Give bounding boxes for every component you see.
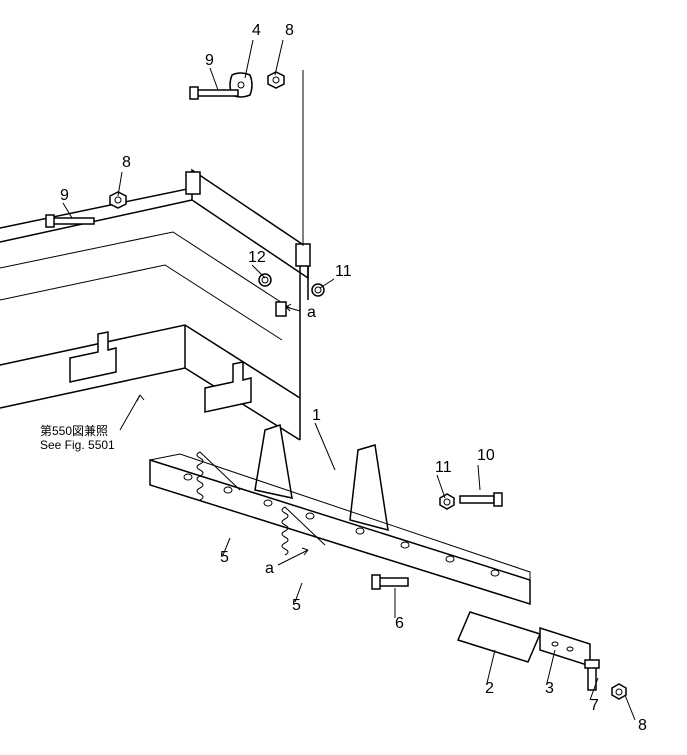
bolt-7-group	[585, 660, 626, 699]
label-9a: 9	[205, 52, 214, 69]
label-12: 12	[248, 249, 266, 266]
label-8c: 8	[638, 717, 647, 734]
cutting-edge	[150, 425, 530, 604]
label-8b: 8	[122, 154, 131, 171]
end-bit-2	[458, 612, 540, 662]
label-5b: 5	[292, 597, 301, 614]
label-9b: 9	[60, 187, 69, 204]
leader-lines	[63, 40, 635, 720]
label-8a: 8	[285, 22, 294, 39]
label-7: 7	[590, 697, 599, 714]
label-6: 6	[395, 615, 404, 632]
end-bit-3	[540, 628, 590, 666]
label-5a: 5	[220, 549, 229, 566]
reference-note: 第550図兼照 See Fig. 5501	[40, 424, 115, 452]
label-10: 10	[477, 447, 495, 464]
labels: 1 2 3 4 5 5 6 7 8 8 8 9 9 10 11 11 12 a …	[60, 22, 647, 734]
label-11a: 11	[335, 263, 352, 280]
label-2: 2	[485, 680, 494, 697]
note-line2: See Fig. 5501	[40, 438, 115, 452]
label-a2: a	[265, 560, 274, 577]
note-line1: 第550図兼照	[40, 424, 108, 438]
main-frame	[0, 170, 324, 440]
label-3: 3	[545, 680, 554, 697]
label-a1: a	[307, 304, 316, 321]
bolt-10-group	[440, 493, 502, 509]
label-4: 4	[252, 22, 261, 39]
bolt-6	[372, 575, 408, 589]
top-bracket-group	[190, 70, 303, 246]
label-1: 1	[312, 407, 321, 424]
label-11b: 11	[435, 459, 452, 476]
